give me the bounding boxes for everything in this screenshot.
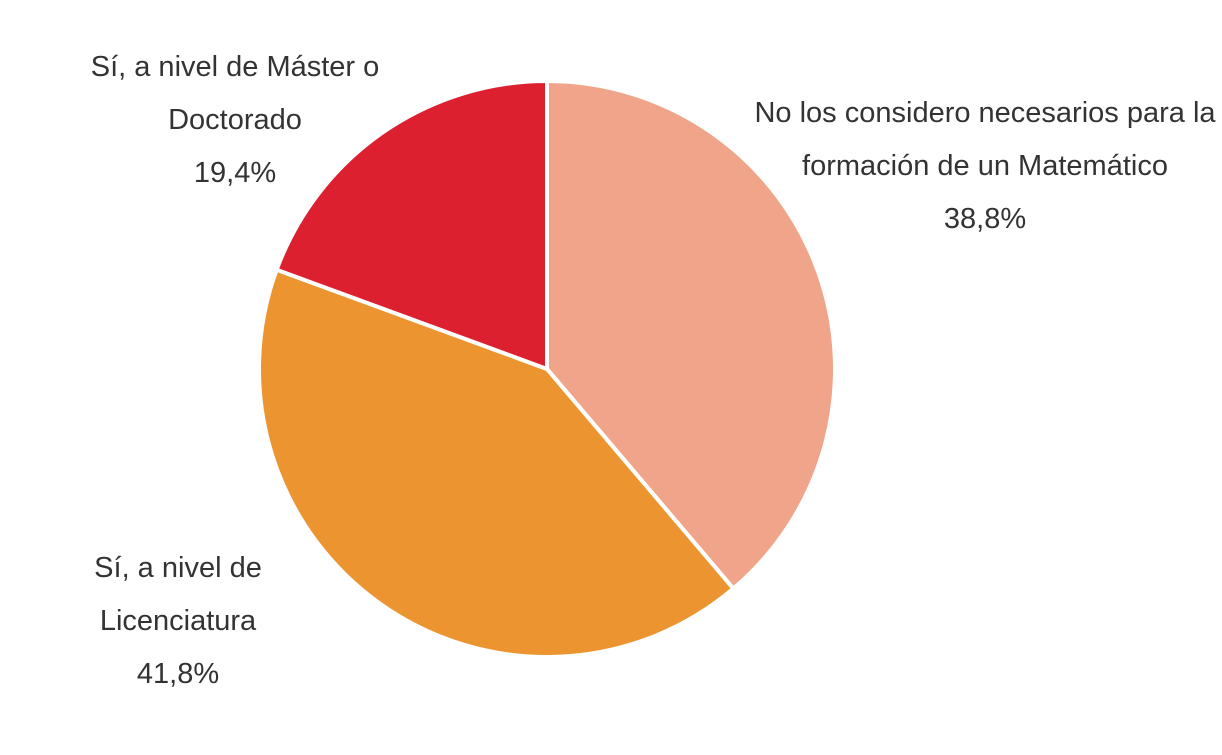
- slice-name: No los considero necesarios para la form…: [754, 97, 1216, 182]
- slice-name: Sí, a nivel de Máster o Doctorado: [90, 51, 380, 136]
- slice-label: Sí, a nivel de Licenciatura 41,8%: [58, 542, 298, 701]
- slice-label: No los considero necesarios para la form…: [750, 87, 1220, 246]
- slice-value: 41,8%: [136, 658, 220, 690]
- slice-value: 19,4%: [193, 157, 277, 189]
- slice: [257, 267, 737, 659]
- slice: [274, 78, 549, 372]
- slice: [545, 78, 837, 592]
- slice-name: Sí, a nivel de Licenciatura: [94, 552, 262, 637]
- slice-label: Sí, a nivel de Máster o Doctorado 19,4%: [60, 41, 410, 200]
- slice-value: 38,8%: [943, 203, 1027, 235]
